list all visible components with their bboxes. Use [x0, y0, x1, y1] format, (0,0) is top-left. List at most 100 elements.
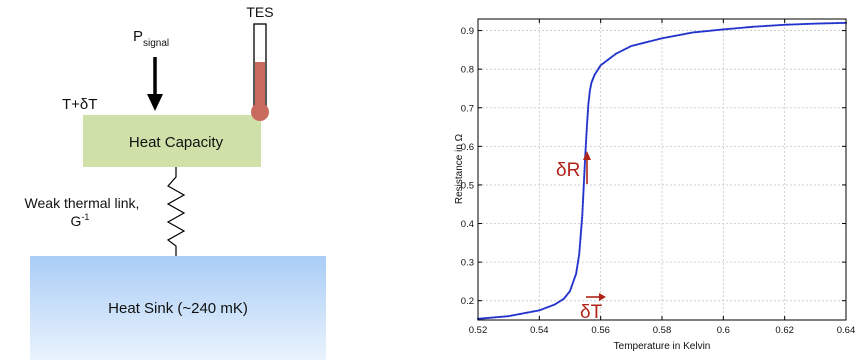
data-point [841, 21, 844, 24]
data-point [585, 136, 588, 139]
heat-capacity-box [83, 115, 261, 167]
data-point [585, 126, 588, 129]
data-point [806, 22, 809, 25]
data-point [835, 22, 838, 25]
data-point [768, 24, 771, 27]
data-point [759, 25, 762, 28]
heat-capacity-label: Heat Capacity [129, 134, 224, 151]
data-point [831, 22, 834, 25]
x-tick-label: 0.54 [530, 325, 549, 336]
y-tick-label: 0.5 [461, 180, 474, 191]
data-point [791, 23, 794, 26]
y-tick-label: 0.8 [461, 65, 474, 76]
data-point [788, 23, 791, 26]
data-point [583, 169, 586, 172]
data-point [782, 23, 785, 26]
data-point [584, 144, 587, 147]
data-point [752, 25, 756, 28]
data-point [834, 22, 837, 25]
data-point [586, 115, 589, 118]
y-tick-label: 0.7 [461, 103, 474, 114]
delta-t-arrow-head [599, 293, 606, 301]
data-point [789, 23, 792, 26]
y-tick-label: 0.6 [461, 142, 474, 153]
data-point [587, 107, 590, 110]
data-point [802, 23, 805, 26]
y-tick-label: 0.3 [461, 258, 474, 269]
data-point [798, 23, 802, 26]
y-tick-label: 0.2 [461, 296, 474, 307]
data-point [584, 150, 587, 153]
thermometer-liquid [255, 62, 265, 112]
data-point [765, 24, 768, 28]
data-point [794, 23, 797, 26]
data-point [828, 22, 831, 25]
data-point [580, 222, 583, 225]
data-point [838, 21, 841, 25]
thermal-conductance-label: G-1 [71, 212, 90, 229]
data-point [579, 235, 582, 238]
data-point [763, 24, 766, 28]
grid-lines [477, 19, 847, 320]
x-tick-label: 0.56 [591, 325, 610, 336]
data-point [843, 21, 846, 24]
y-tick-label: 0.9 [461, 26, 474, 37]
data-point [797, 23, 800, 26]
data-point [580, 228, 583, 231]
data-point [826, 22, 829, 25]
data-point [818, 22, 821, 25]
data-point [840, 21, 843, 25]
data-point [803, 22, 806, 26]
data-point [757, 25, 760, 28]
data-point [586, 121, 589, 124]
data-point [792, 23, 795, 26]
data-points [476, 21, 848, 320]
heat-sink-label: Heat Sink (~240 mK) [108, 300, 248, 317]
data-point [586, 119, 589, 122]
data-point [586, 113, 589, 116]
data-point [795, 23, 798, 26]
data-point [585, 135, 588, 138]
data-point [585, 138, 588, 141]
delta-r-annotation: δR [556, 160, 580, 181]
data-point [808, 22, 811, 25]
data-point [837, 22, 840, 25]
thermal-diagram: Psignal T+δT Heat Capacity TES Weak ther… [25, 4, 326, 360]
data-point [779, 24, 782, 27]
resistance-chart: 0.52 0.54 0.56 0.58 0.6 0.62 0.64 0.2 0.3 0.4 0.5 0… [454, 18, 855, 352]
data-point [756, 25, 759, 28]
data-point [585, 130, 588, 133]
data-point [584, 151, 587, 154]
x-tick-label: 0.62 [775, 325, 794, 336]
thermometer-bulb [251, 103, 269, 121]
data-point [777, 24, 780, 27]
data-point [820, 22, 823, 25]
data-point [586, 110, 589, 113]
thermal-link-resistor [166, 167, 186, 256]
data-point [760, 25, 763, 28]
data-point [578, 250, 581, 253]
data-point [584, 141, 588, 144]
data-point [584, 148, 587, 151]
x-axis-label: Temperature in Kelvin [614, 341, 711, 352]
x-tick-label: 0.58 [653, 325, 672, 336]
data-point [775, 24, 779, 27]
data-point [585, 129, 588, 132]
data-point [771, 24, 774, 27]
axis-ticks: 0.52 0.54 0.56 0.58 0.6 0.62 0.64 0.2 0.3 0.4 0.5 0… [461, 19, 855, 336]
data-point [817, 22, 820, 25]
delta-r-arrow-head [583, 151, 591, 160]
data-point [584, 145, 587, 148]
data-point [586, 118, 589, 121]
data-point [780, 23, 783, 27]
thermal-link-label: Weak thermal link, [25, 195, 140, 211]
data-point [584, 142, 587, 145]
delta-t-annotation: δT [580, 302, 603, 323]
data-point [585, 132, 588, 135]
data-point [578, 242, 582, 246]
data-point [587, 104, 590, 107]
data-point [800, 23, 803, 26]
data-point [786, 23, 789, 26]
data-point [769, 24, 772, 27]
